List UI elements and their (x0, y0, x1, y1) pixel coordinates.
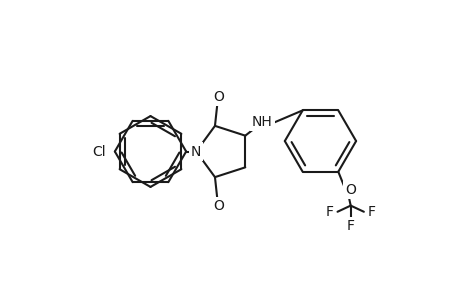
Text: N: N (190, 145, 201, 158)
Text: F: F (346, 219, 354, 232)
Text: F: F (325, 205, 333, 219)
Text: O: O (213, 90, 224, 104)
Text: NH: NH (252, 115, 272, 129)
Text: O: O (345, 183, 355, 197)
Text: O: O (213, 200, 224, 213)
Text: Cl: Cl (92, 145, 105, 158)
Text: F: F (367, 205, 375, 219)
